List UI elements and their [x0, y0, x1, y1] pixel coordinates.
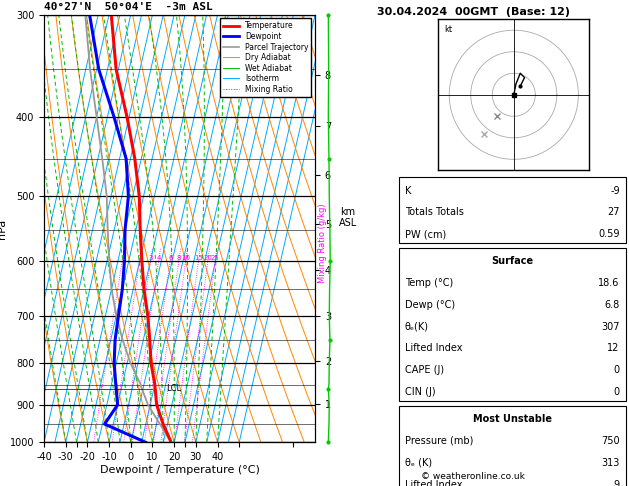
Text: 25: 25: [211, 255, 220, 261]
Text: 750: 750: [601, 436, 620, 446]
Text: Dewp (°C): Dewp (°C): [405, 300, 455, 310]
Text: 3: 3: [148, 255, 153, 261]
Text: Temp (°C): Temp (°C): [405, 278, 453, 288]
Text: 15: 15: [194, 255, 203, 261]
Text: LCL: LCL: [166, 384, 181, 393]
Text: 8: 8: [177, 255, 181, 261]
Bar: [399, 406, 626, 486]
Text: CIN (J): CIN (J): [405, 387, 435, 397]
Text: Most Unstable: Most Unstable: [473, 414, 552, 424]
Text: Lifted Index: Lifted Index: [405, 480, 462, 486]
Text: 12: 12: [607, 344, 620, 353]
Bar: [399, 248, 626, 401]
Text: Lifted Index: Lifted Index: [405, 344, 462, 353]
Text: PW (cm): PW (cm): [405, 229, 446, 239]
Text: 6.8: 6.8: [604, 300, 620, 310]
Y-axis label: km
ASL: km ASL: [338, 207, 357, 228]
Text: Surface: Surface: [491, 256, 533, 266]
Text: Totals Totals: Totals Totals: [405, 208, 464, 217]
Text: θₑ (K): θₑ (K): [405, 458, 432, 468]
Text: 27: 27: [607, 208, 620, 217]
Text: 6: 6: [168, 255, 172, 261]
Text: K: K: [405, 186, 411, 195]
Text: 30.04.2024  00GMT  (Base: 12): 30.04.2024 00GMT (Base: 12): [377, 7, 570, 17]
Text: 0.59: 0.59: [598, 229, 620, 239]
Y-axis label: hPa: hPa: [0, 218, 7, 239]
Text: © weatheronline.co.uk: © weatheronline.co.uk: [421, 472, 525, 481]
Text: 0: 0: [613, 365, 620, 375]
Text: Pressure (mb): Pressure (mb): [405, 436, 473, 446]
Text: 40°27'N  50°04'E  -3m ASL: 40°27'N 50°04'E -3m ASL: [44, 2, 213, 13]
Text: 313: 313: [601, 458, 620, 468]
Text: 1: 1: [120, 255, 125, 261]
Text: 0: 0: [613, 387, 620, 397]
Text: CAPE (J): CAPE (J): [405, 365, 444, 375]
Text: 20: 20: [203, 255, 213, 261]
Legend: Temperature, Dewpoint, Parcel Trajectory, Dry Adiabat, Wet Adiabat, Isotherm, Mi: Temperature, Dewpoint, Parcel Trajectory…: [220, 18, 311, 97]
Text: 10: 10: [181, 255, 190, 261]
Text: -9: -9: [610, 186, 620, 195]
X-axis label: Dewpoint / Temperature (°C): Dewpoint / Temperature (°C): [99, 465, 260, 475]
Text: 307: 307: [601, 322, 620, 331]
Bar: [399, 177, 626, 243]
Text: 2: 2: [138, 255, 142, 261]
Text: 4: 4: [157, 255, 161, 261]
Text: θₑ(K): θₑ(K): [405, 322, 429, 331]
Text: 18.6: 18.6: [598, 278, 620, 288]
Text: Mixing Ratio (g/kg): Mixing Ratio (g/kg): [318, 203, 326, 283]
Text: 9: 9: [613, 480, 620, 486]
